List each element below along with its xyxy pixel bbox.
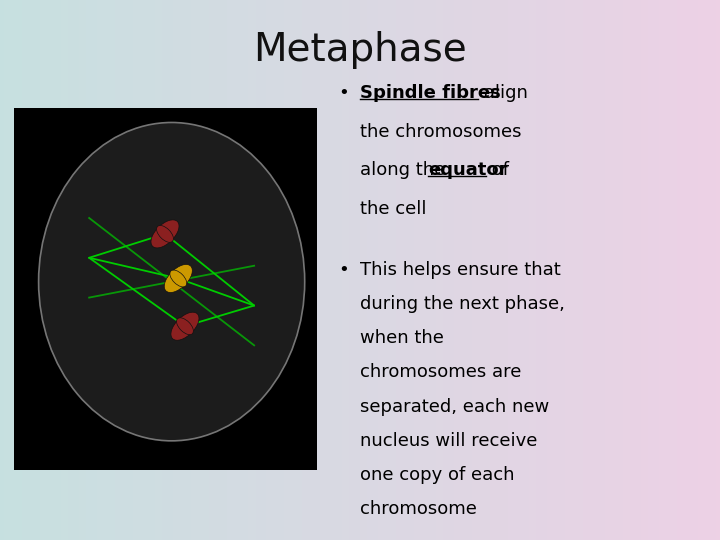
- Ellipse shape: [171, 312, 199, 340]
- Text: Spindle fibres: Spindle fibres: [361, 84, 501, 102]
- Text: •: •: [338, 84, 349, 102]
- Text: along the: along the: [361, 161, 451, 179]
- Text: during the next phase,: during the next phase,: [361, 295, 565, 313]
- Text: the chromosomes: the chromosomes: [361, 123, 522, 140]
- Text: chromosomes are: chromosomes are: [361, 363, 522, 381]
- Text: separated, each new: separated, each new: [361, 397, 549, 416]
- Ellipse shape: [164, 265, 192, 293]
- Ellipse shape: [176, 318, 194, 335]
- Text: equator: equator: [428, 161, 508, 179]
- Ellipse shape: [156, 226, 174, 242]
- Text: when the: when the: [361, 329, 444, 347]
- Ellipse shape: [170, 270, 186, 287]
- Text: of: of: [487, 161, 510, 179]
- Text: •: •: [338, 261, 349, 279]
- Text: This helps ensure that: This helps ensure that: [361, 261, 561, 279]
- Text: align: align: [478, 84, 528, 102]
- Bar: [14, 108, 317, 470]
- Text: chromosome: chromosome: [361, 501, 477, 518]
- Text: the cell: the cell: [361, 200, 427, 218]
- Ellipse shape: [151, 220, 179, 248]
- Text: Metaphase: Metaphase: [253, 31, 467, 69]
- Text: one copy of each: one copy of each: [361, 466, 515, 484]
- Text: nucleus will receive: nucleus will receive: [361, 432, 538, 450]
- Ellipse shape: [39, 123, 305, 441]
